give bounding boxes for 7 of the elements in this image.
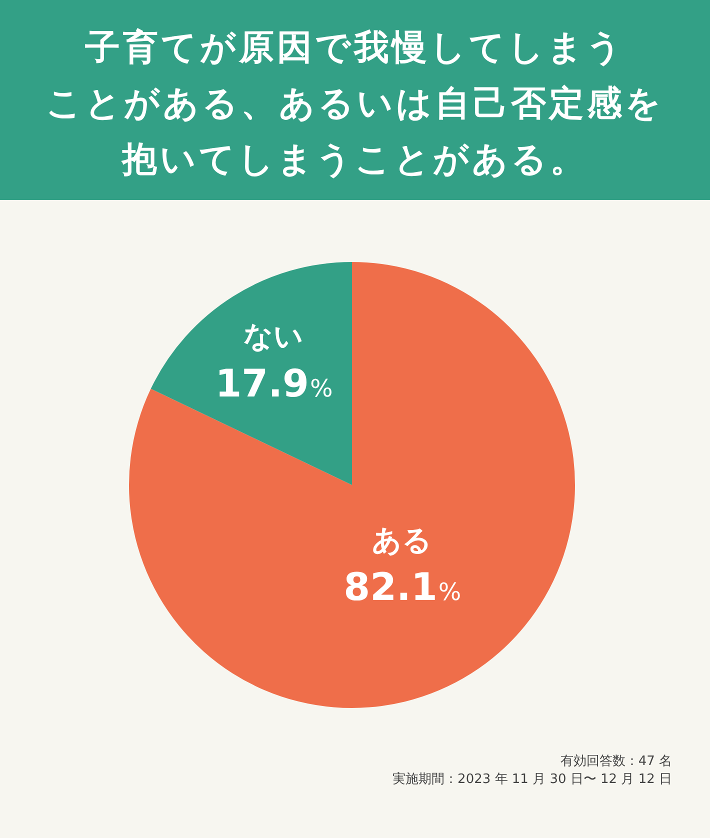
text: 実施期間：2023 年 11 月 30 日〜 12 月 12 日: [392, 771, 672, 789]
slice-label: ない: [244, 319, 304, 354]
slice-label: ある: [372, 522, 432, 557]
chart-title: 子育てが原因で我慢してしまうことがある、あるいは自己否定感を抱いてしまうことがある。: [45, 27, 665, 182]
data-label: 17.9%: [215, 361, 333, 406]
data-label: 82.1%: [344, 565, 462, 610]
text: 有効回答数：47 名: [559, 753, 672, 771]
